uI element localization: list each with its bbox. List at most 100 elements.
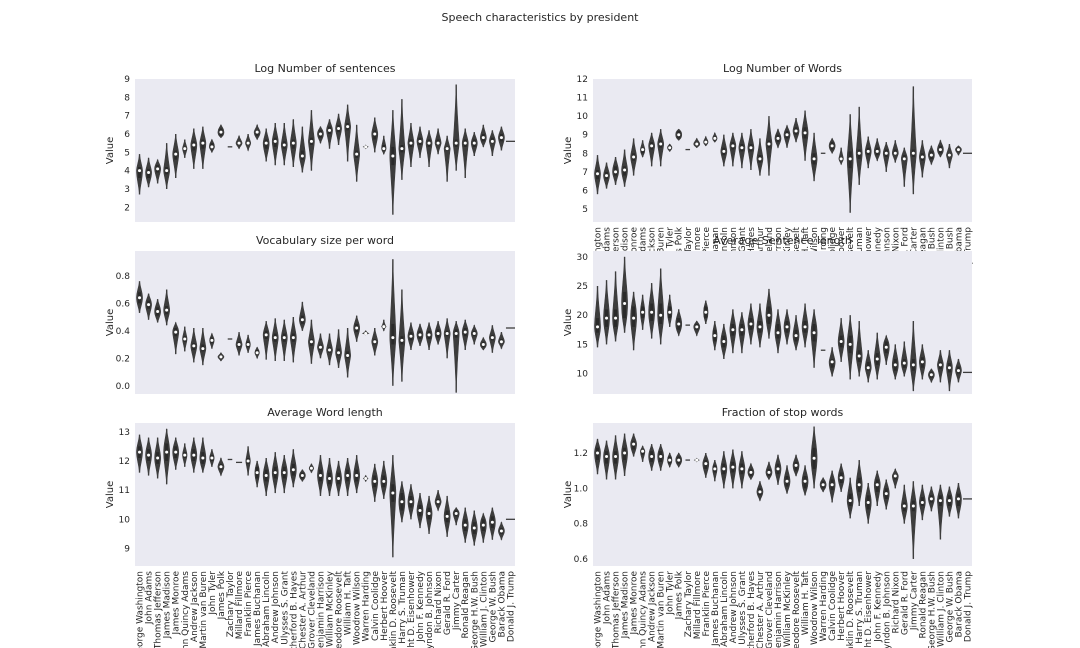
x-tick-label: Herbert Hoover [380, 571, 390, 641]
median-dot-36 [911, 151, 915, 155]
y-tick-label: 2 [124, 203, 130, 213]
y-tick-label: 6 [582, 186, 588, 196]
median-dot-15 [722, 339, 726, 343]
x-tick-label: Richard Nixon [434, 571, 444, 634]
median-dot-28 [382, 479, 386, 483]
median-dot-10 [219, 465, 223, 469]
median-dot-24 [803, 131, 807, 135]
median-dot-16 [731, 144, 735, 148]
median-dot-41 [956, 369, 960, 373]
median-dot-16 [731, 465, 735, 469]
median-dot-5 [174, 330, 178, 334]
y-tick-label: 3 [124, 185, 130, 195]
y-axis-label: Value [105, 481, 116, 508]
median-dot-10 [677, 133, 681, 137]
median-dot-40 [490, 336, 494, 340]
x-tick-label: James Madison [163, 571, 173, 639]
median-dot-6 [183, 453, 187, 457]
subplot-grid: Log Number of sentencesValue23456789Log … [105, 62, 973, 648]
x-tick-label: James Monroe [172, 571, 182, 636]
median-dot-29 [848, 157, 852, 161]
median-dot-6 [183, 147, 187, 151]
x-tick-label: James Polk [217, 570, 227, 620]
median-dot-39 [938, 363, 942, 367]
median-dot-28 [839, 339, 843, 343]
median-dot-1 [138, 296, 142, 300]
median-dot-40 [490, 520, 494, 524]
x-tick-label: Zachary Taylor [226, 571, 236, 638]
median-dot-32 [875, 149, 879, 153]
x-tick-label: Chester A. Arthur [298, 571, 308, 648]
x-tick-label: George W. Bush [945, 571, 955, 643]
plot-background [593, 79, 972, 222]
x-tick-label: Franklin Pierce [244, 571, 254, 637]
x-tick-label: Benjamin Harrison [774, 571, 784, 648]
median-dot-15 [264, 333, 268, 337]
y-axis-label: Value [563, 481, 574, 508]
median-dot-35 [445, 332, 449, 335]
x-tick-label: Rutherford B. Hayes [289, 571, 299, 648]
median-dot-12 [237, 141, 241, 145]
median-dot-5 [632, 155, 636, 159]
median-dot-7 [650, 455, 654, 459]
median-dot-12 [695, 142, 699, 146]
y-tick-label: 7 [582, 168, 588, 178]
median-dot-14 [713, 467, 717, 471]
subplot-6: Fraction of stop words Value 0.6 0.8 1.0 1.2 G… [563, 406, 973, 648]
median-dot-29 [391, 491, 395, 495]
median-dot-3 [614, 170, 618, 174]
median-dot-15 [264, 474, 268, 478]
median-dot-4 [165, 308, 169, 312]
median-dot-26 [364, 476, 368, 480]
subplot-title: Average Sentence length [713, 234, 852, 247]
median-dot-17 [282, 471, 286, 475]
median-dot-21 [318, 474, 322, 478]
median-dot-24 [346, 474, 350, 478]
x-tick-label: Harry S. Truman [398, 571, 408, 644]
y-tick-label: 11 [577, 94, 588, 104]
median-dot-4 [623, 168, 627, 172]
median-dot-40 [947, 153, 951, 157]
median-dot-12 [695, 325, 699, 329]
x-tick-label: Grover Cleveland [307, 571, 317, 648]
median-dot-37 [463, 141, 467, 145]
median-dot-24 [346, 125, 350, 129]
y-tick-label: 5 [582, 205, 588, 215]
median-dot-22 [785, 133, 789, 137]
y-axis-label: Value [563, 137, 574, 164]
median-dot-5 [632, 316, 636, 320]
y-tick-label: 9 [582, 131, 588, 141]
median-dot-25 [355, 326, 359, 330]
median-dot-23 [337, 476, 341, 480]
median-dot-20 [309, 139, 313, 143]
median-dot-19 [300, 154, 304, 158]
median-dot-31 [409, 141, 413, 145]
median-dot-6 [183, 337, 187, 341]
median-dot-40 [947, 366, 951, 370]
median-dot-18 [291, 141, 295, 145]
median-dot-25 [812, 157, 816, 161]
x-tick-label: Woodrow Wilson [353, 571, 363, 645]
median-dot-39 [938, 499, 942, 503]
x-tick-label: James Madison [621, 571, 631, 639]
median-dot-41 [956, 148, 960, 152]
median-dot-24 [803, 479, 807, 483]
median-dot-9 [210, 338, 214, 342]
y-tick-label: 6 [124, 130, 130, 140]
median-dot-14 [713, 136, 717, 140]
plot-background [593, 251, 972, 394]
x-tick-label: Franklin D. Roosevelt [389, 571, 399, 648]
x-tick-label: Ronald Reagan [918, 571, 928, 638]
x-tick-label: Andrew Johnson [729, 571, 739, 643]
median-dot-10 [219, 355, 223, 359]
median-dot-33 [884, 492, 888, 496]
median-dot-21 [318, 132, 322, 136]
median-dot-23 [794, 129, 798, 133]
median-dot-7 [650, 310, 654, 314]
median-dot-39 [481, 343, 485, 346]
median-dot-27 [830, 144, 834, 148]
median-dot-8 [659, 313, 663, 317]
y-axis-label: Value [105, 309, 116, 336]
median-dot-13 [246, 459, 250, 463]
median-dot-26 [364, 145, 368, 149]
